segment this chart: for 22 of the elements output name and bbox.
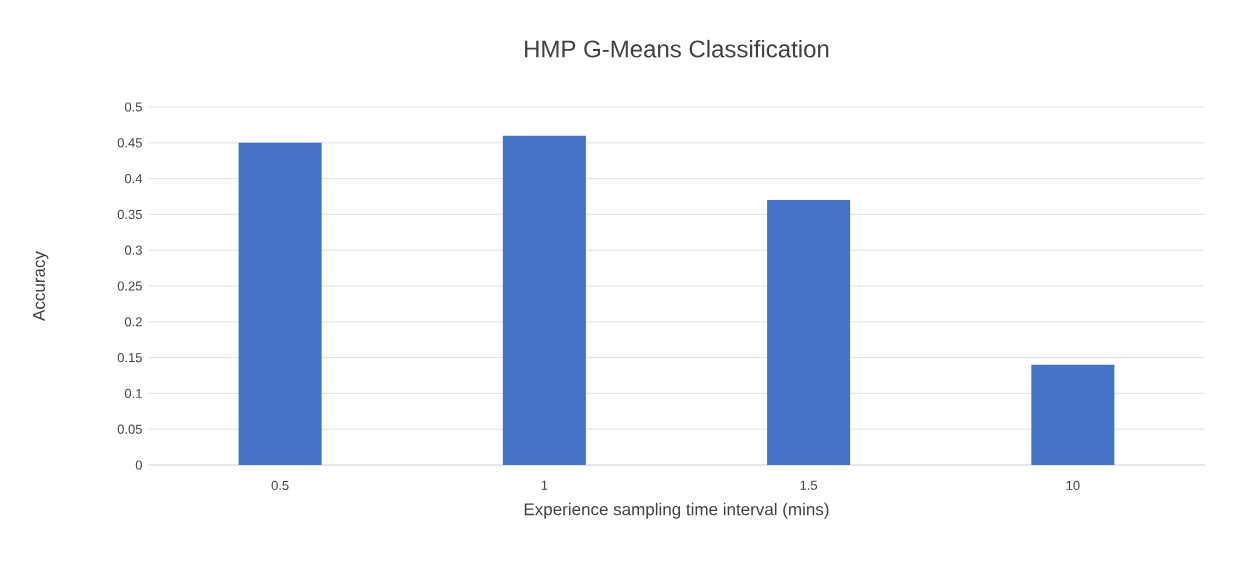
y-tick-label: 0.5: [124, 102, 142, 112]
x-tick-label: 1.5: [800, 480, 818, 490]
x-tick-label: 1: [541, 480, 548, 490]
bar: [767, 200, 851, 465]
y-tick-label: 0.15: [117, 353, 142, 363]
y-tick-label: 0.45: [117, 138, 142, 148]
y-tick-label: 0.05: [117, 424, 142, 434]
x-tick-label: 10: [1066, 480, 1080, 490]
y-tick-label: 0.4: [124, 174, 143, 184]
bar: [238, 142, 322, 465]
y-tick-label: 0.25: [117, 281, 142, 291]
x-tick-label: 0.5: [271, 480, 289, 490]
y-tick-label: 0.35: [117, 209, 142, 219]
bar: [502, 135, 586, 465]
y-tick-label: 0.3: [124, 245, 142, 255]
y-tick-label: 0: [135, 460, 142, 470]
y-tick-label: 0.1: [124, 388, 142, 398]
bar: [1031, 364, 1115, 465]
y-axis-title: Accuracy: [33, 251, 49, 321]
chart-title: HMP G-Means Classification: [525, 39, 829, 58]
x-axis-title: Experience sampling time interval (mins): [524, 502, 829, 519]
y-tick-label: 0.2: [124, 317, 142, 327]
